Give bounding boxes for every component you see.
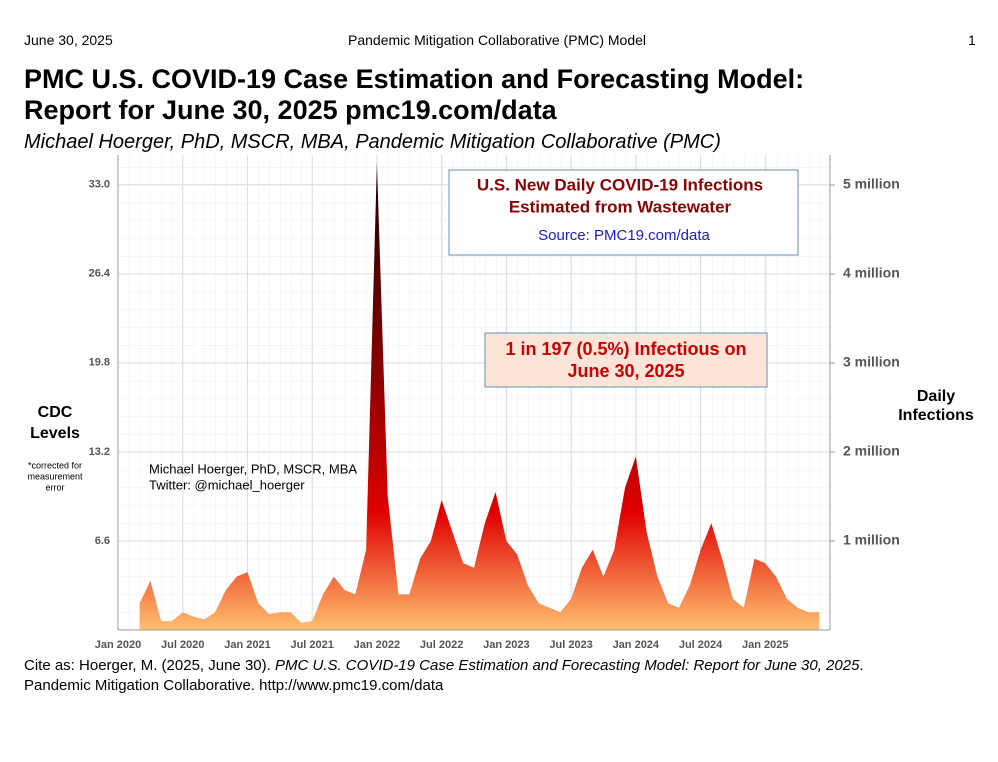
page-number: 1	[968, 32, 976, 48]
area	[139, 162, 820, 631]
box-title: U.S. New Daily COVID-19 Infections	[477, 175, 763, 194]
y2-tick-label: 2 million	[843, 443, 900, 459]
x-tick-label: Jan 2025	[742, 639, 788, 651]
x-tick-label: Jan 2023	[483, 639, 529, 651]
x-tick-label: Jan 2022	[354, 639, 400, 651]
y-tick-label: 19.8	[89, 357, 110, 369]
header-center: Pandemic Mitigation Collaborative (PMC) …	[348, 32, 647, 48]
highlight-text: 1 in 197 (0.5%) Infectious on	[505, 339, 746, 359]
y2-tick-label: 4 million	[843, 265, 900, 281]
info-box	[448, 169, 799, 256]
y-note: *corrected for	[28, 460, 82, 470]
x-tick-label: Jul 2020	[161, 639, 204, 651]
citation-title: PMC U.S. COVID-19 Case Estimation and Fo…	[274, 657, 860, 674]
y2-tick-label: 5 million	[843, 176, 900, 192]
y2-label: Daily	[917, 388, 955, 405]
x-tick-label: Jul 2023	[549, 639, 592, 651]
y-tick-label: 13.2	[89, 446, 110, 458]
citation-text: Cite as: Hoerger, M. (2025, June 30).	[24, 657, 275, 674]
x-tick-label: Jan 2020	[95, 639, 141, 651]
citation-text: .	[859, 657, 864, 674]
x-tick-label: Jan 2024	[613, 639, 660, 651]
author-note: Twitter: @michael_hoerger	[149, 477, 305, 492]
y-tick-label: 6.6	[95, 535, 110, 547]
y2-tick-label: 3 million	[843, 354, 900, 370]
citation: Pandemic Mitigation Collaborative. http:…	[24, 677, 444, 694]
y-note: error	[45, 482, 64, 492]
y2-label: Infections	[898, 407, 974, 424]
header-date: June 30, 2025	[24, 32, 113, 48]
highlight-text: June 30, 2025	[567, 361, 684, 381]
x-tick-label: Jan 2021	[224, 639, 270, 651]
citation: Cite as: Hoerger, M. (2025, June 30). PM…	[24, 657, 864, 674]
y2-tick-label: 1 million	[843, 532, 900, 548]
x-tick-label: Jul 2021	[290, 639, 333, 651]
title-line: PMC U.S. COVID-19 Case Estimation and Fo…	[24, 64, 805, 94]
title-line: Report for June 30, 2025 pmc19.com/data	[24, 95, 557, 125]
y-label: Levels	[30, 425, 80, 442]
y-note: measurement	[27, 471, 83, 481]
y-tick-label: 33.0	[89, 179, 110, 191]
x-tick-label: Jul 2024	[679, 639, 723, 651]
box-title: Estimated from Wastewater	[509, 197, 732, 216]
y-label: CDC	[38, 404, 73, 421]
subtitle: Michael Hoerger, PhD, MSCR, MBA, Pandemi…	[24, 131, 721, 153]
x-tick-label: Jul 2022	[420, 639, 463, 651]
highlight-box	[484, 332, 768, 388]
author-note: Michael Hoerger, PhD, MSCR, MBA	[149, 461, 357, 476]
source: Source: PMC19.com/data	[538, 227, 710, 244]
y-tick-label: 26.4	[89, 268, 111, 280]
